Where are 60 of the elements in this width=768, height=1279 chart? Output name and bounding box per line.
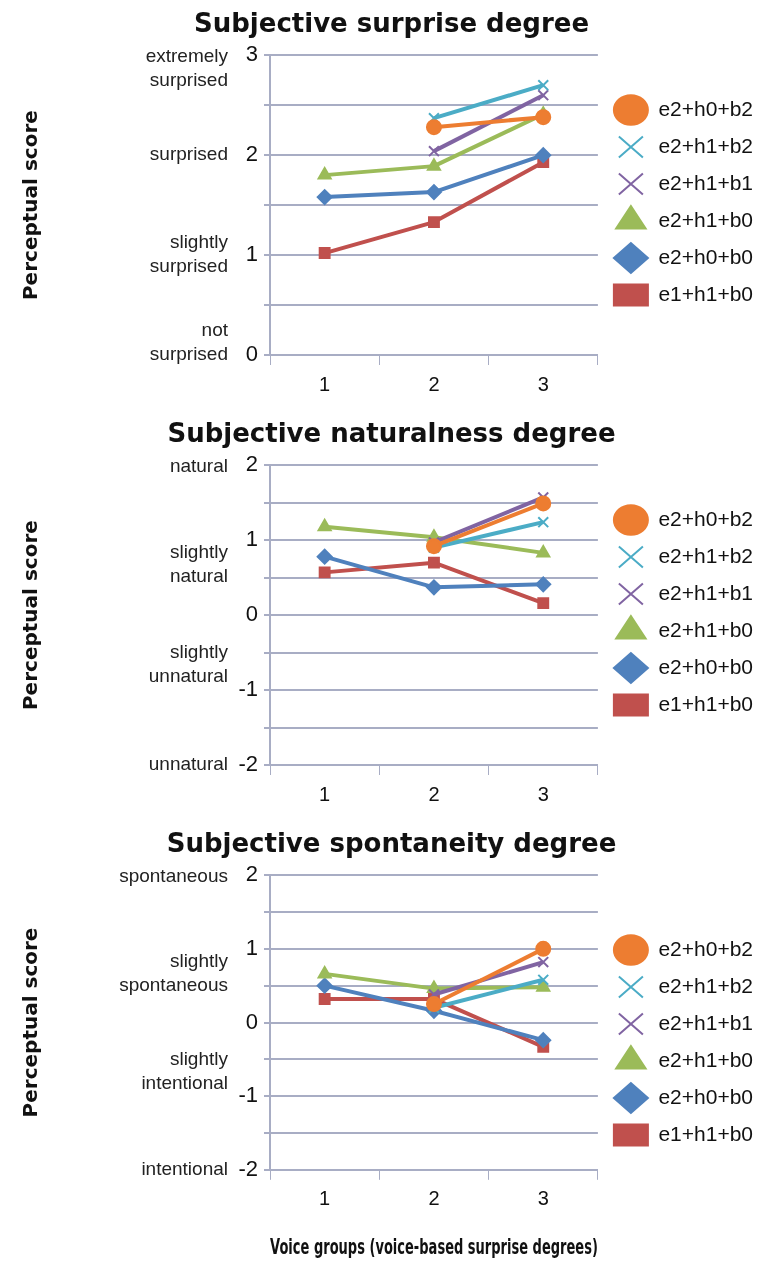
text: slightly natural <box>169 541 229 587</box>
text: slightly surprised <box>149 231 229 277</box>
text: spontaneous <box>119 865 228 887</box>
text: unnatural <box>148 753 228 775</box>
y-tick-label: -2 <box>238 751 258 777</box>
x-tick-label: 1 <box>319 1187 331 1210</box>
y-tick-label: 1 <box>245 934 258 960</box>
text: slightly spontaneous <box>119 949 229 995</box>
y-axis-title: Perceptual score <box>18 520 43 711</box>
x-tick-label: 1 <box>319 372 331 395</box>
text: natural <box>169 455 228 477</box>
x-tick-label: 3 <box>537 372 549 395</box>
legend-label: e2+h1+b1 <box>658 580 754 604</box>
x-tick-label: 2 <box>428 1187 440 1210</box>
text: not surprised <box>149 319 229 365</box>
x-tick-label: 1 <box>319 782 331 805</box>
legend-label: e2+h1+b0 <box>658 1047 754 1071</box>
chart-title: Subjective surprise degree <box>193 8 590 39</box>
legend-label: e2+h1+b0 <box>658 617 754 641</box>
legend-label: e2+h1+b1 <box>658 1010 754 1034</box>
y-axis-title: Perceptual score <box>18 110 43 301</box>
chart-title: Subjective naturalness degree <box>167 418 616 449</box>
x-tick-label: 3 <box>537 782 549 805</box>
y-tick-label: -2 <box>238 1155 258 1181</box>
text: slightly unnatural <box>148 641 229 687</box>
y-tick-label: 1 <box>245 526 258 552</box>
legend-label: e2+h1+b0 <box>658 207 754 231</box>
legend-label: e2+h0+b2 <box>658 506 754 530</box>
text: slightly intentional <box>141 1047 229 1093</box>
x-tick-label: 2 <box>428 782 440 805</box>
legend-label: e1+h1+b0 <box>658 281 754 305</box>
y-tick-label: 2 <box>245 451 258 477</box>
y-tick-label: -1 <box>238 676 258 702</box>
legend-label: e2+h0+b0 <box>658 244 754 268</box>
legend-label: e2+h1+b1 <box>658 170 754 194</box>
legend-label: e2+h1+b2 <box>658 133 754 157</box>
y-tick-label: -1 <box>238 1082 258 1108</box>
legend-label: e2+h0+b2 <box>658 936 754 960</box>
y-tick-label: 2 <box>245 861 258 887</box>
y-tick-label: 0 <box>245 341 258 367</box>
text: surprised <box>149 143 228 165</box>
legend-label: e2+h1+b2 <box>658 543 754 567</box>
x-tick-label: 2 <box>428 372 440 395</box>
legend-label: e2+h0+b2 <box>658 96 754 120</box>
y-tick-label: 3 <box>245 41 258 67</box>
y-tick-label: 0 <box>245 601 258 627</box>
text: intentional <box>141 1158 228 1180</box>
chart-title: Subjective spontaneity degree <box>166 828 617 859</box>
x-axis-title: Voice groups (voice-based surprise degrees) <box>270 1234 598 1259</box>
legend-label: e1+h1+b0 <box>658 1121 754 1145</box>
legend-label: e2+h1+b2 <box>658 973 754 997</box>
text: extremely surprised <box>145 45 229 91</box>
y-tick-label: 0 <box>245 1008 258 1034</box>
y-tick-label: 1 <box>245 241 258 267</box>
legend-label: e1+h1+b0 <box>658 691 754 715</box>
legend-label: e2+h0+b0 <box>658 1084 754 1108</box>
legend-label: e2+h0+b0 <box>658 654 754 678</box>
x-tick-label: 3 <box>537 1187 549 1210</box>
y-tick-label: 2 <box>245 141 258 167</box>
y-axis-title: Perceptual score <box>18 927 43 1118</box>
